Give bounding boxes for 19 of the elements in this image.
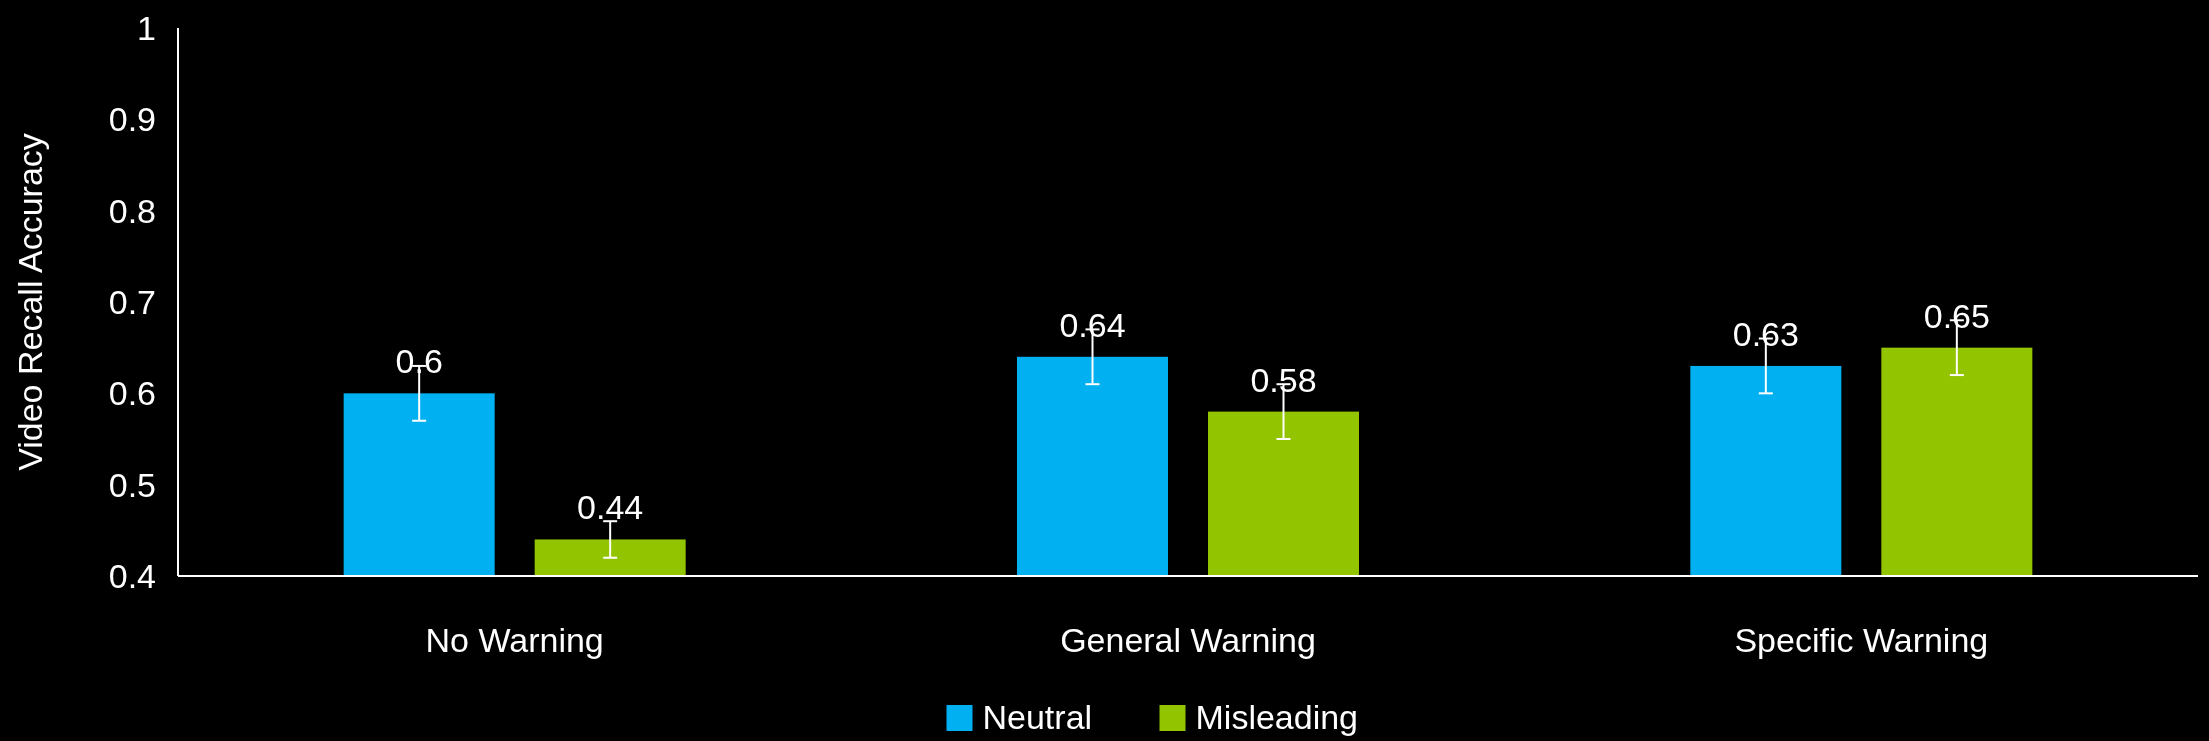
y-tick-label: 1 bbox=[137, 8, 156, 47]
y-axis-title: Video Recall Accuracy bbox=[11, 133, 49, 471]
y-tick-label: 0.7 bbox=[108, 282, 156, 321]
data-label: 0.6 bbox=[395, 342, 443, 381]
data-label: 0.58 bbox=[1250, 360, 1317, 399]
x-tick-label: General Warning bbox=[1060, 621, 1316, 659]
legend-label: Misleading bbox=[1195, 698, 1359, 736]
data-label: 0.44 bbox=[577, 488, 644, 527]
y-tick-label: 0.8 bbox=[108, 191, 156, 230]
y-tick-label: 0.6 bbox=[108, 374, 156, 413]
data-label: 0.63 bbox=[1732, 314, 1799, 353]
x-tick-label: No Warning bbox=[425, 621, 604, 659]
y-tick-label: 0.9 bbox=[108, 100, 156, 139]
data-label: 0.64 bbox=[1059, 305, 1126, 344]
x-tick-label: Specific Warning bbox=[1734, 621, 1989, 659]
y-tick-label: 0.4 bbox=[108, 556, 156, 595]
legend-label: Neutral bbox=[982, 698, 1093, 736]
y-tick-label: 0.5 bbox=[108, 465, 156, 504]
data-label: 0.65 bbox=[1923, 296, 1990, 335]
